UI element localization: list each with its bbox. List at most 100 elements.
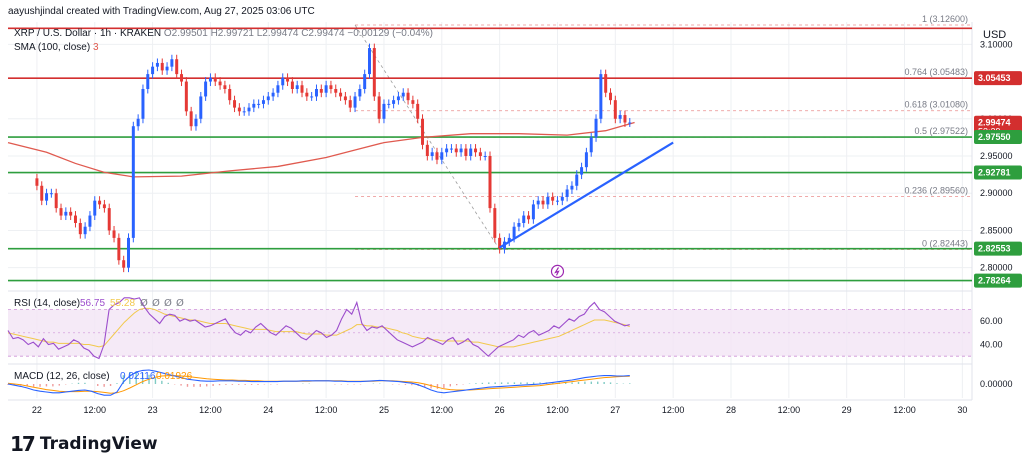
macd-legend-title: MACD (12, 26, close): [14, 371, 110, 382]
candle-body: [474, 148, 478, 153]
candle-body: [252, 103, 256, 108]
fib-retracement[interactable]: 1 (3.12600) 0.764 (3.05483) 0.618 (3.01080…: [354, 14, 972, 250]
candle-body: [35, 178, 39, 186]
candle-body: [155, 62, 159, 67]
time-tick-label: 29: [842, 405, 852, 415]
candle-body: [117, 237, 121, 261]
sma-100-line: [7, 121, 635, 178]
price-tick-label: 2.80000: [980, 263, 1013, 273]
candle-body: [483, 156, 487, 157]
horizontal-levels[interactable]: [8, 27, 972, 282]
candle-body: [194, 118, 198, 127]
candle-body: [281, 77, 285, 86]
candle-body: [199, 96, 203, 119]
candle-body: [536, 200, 540, 205]
trendline[interactable]: [499, 141, 674, 278]
candle-body: [314, 89, 318, 97]
tv-logo-icon: 17: [10, 432, 36, 456]
candle-body: [175, 59, 179, 75]
time-tick-label: 28: [726, 405, 736, 415]
candle-body: [454, 148, 458, 153]
candle-body: [290, 81, 294, 89]
candle-body: [102, 204, 106, 209]
candle-body: [170, 59, 174, 67]
candle-body: [406, 92, 410, 101]
candle-body: [136, 118, 140, 127]
rsi-legend-ma: 55.28: [110, 298, 135, 309]
candle-body: [387, 103, 391, 105]
time-tick-label: 12:00: [431, 405, 454, 415]
candle-body: [310, 96, 314, 98]
price-tag: [974, 165, 1022, 180]
macd-tick-label: 0.00000: [980, 379, 1013, 389]
price-tick-label: 2.90000: [980, 188, 1013, 198]
candle-body: [257, 103, 261, 105]
candle-body: [589, 137, 593, 153]
candle-body: [382, 103, 386, 119]
candle-body: [271, 92, 275, 97]
candle-body: [208, 77, 212, 82]
candle-body: [300, 85, 304, 93]
candle-body: [286, 77, 290, 82]
candle-body: [151, 66, 155, 75]
candle-body: [469, 148, 473, 156]
fib-level-label: 0 (2.82443): [922, 238, 968, 248]
sma-legend[interactable]: SMA (100, close) 3: [14, 42, 99, 53]
candle-body: [401, 92, 405, 97]
lightning-icon: [554, 267, 560, 276]
rsi-legend-value: 56.75: [80, 298, 105, 309]
candle-body: [546, 196, 550, 205]
candle-body: [551, 196, 555, 201]
candle-body: [160, 62, 164, 71]
currency-label[interactable]: USD: [983, 29, 1007, 41]
macd-legend-value: 0.02116: [120, 371, 156, 382]
candle-body: [93, 200, 97, 216]
price-tick-label: 3.10000: [980, 39, 1013, 49]
candle-body: [488, 156, 492, 209]
tradingview-logo[interactable]: 17 TradingView: [10, 432, 158, 456]
candle-body: [45, 193, 49, 201]
fib-level-label: 0.5 (2.97522): [914, 126, 968, 136]
candle-body: [348, 100, 352, 108]
candle-body: [276, 85, 280, 93]
price-tag-label: 2.97550: [978, 132, 1011, 142]
candle-body: [184, 81, 188, 112]
candle-body: [445, 148, 449, 153]
candle-body: [584, 152, 588, 168]
candle-body: [98, 200, 102, 205]
symbol-line[interactable]: XRP / U.S. Dollar · 1h · KRAKEN: [14, 28, 162, 39]
time-tick-label: 25: [379, 405, 389, 415]
time-tick-label: 22: [32, 405, 42, 415]
candle-body: [88, 215, 92, 227]
candle-body: [319, 89, 323, 93]
ohlc-line: O2.99501 H2.99721 L2.99474 C2.99474 −0.0…: [163, 28, 433, 39]
candle-body: [329, 85, 333, 89]
candle-body: [435, 152, 439, 160]
candle-body: [425, 144, 429, 156]
candle-body: [218, 81, 222, 86]
candle-body: [131, 126, 135, 238]
candle-body: [478, 152, 482, 156]
candle-body: [464, 148, 468, 156]
candle-body: [189, 111, 193, 127]
candle-body: [358, 89, 362, 97]
time-tick-label: 24: [263, 405, 273, 415]
candle-body: [228, 89, 232, 101]
price-tag-label: 2.92781: [978, 168, 1011, 178]
macd-line: [7, 369, 630, 396]
candle-body: [570, 185, 574, 190]
time-axis[interactable]: 22 12:00 23 12:00 24 12:00 25 12:00 26 12:00 27 12:…: [32, 405, 967, 415]
candle-body: [107, 208, 111, 231]
price-tag: [974, 130, 1022, 145]
rsi-legend-extra: Ø: [152, 297, 160, 309]
price-tick-label: 2.85000: [980, 225, 1013, 235]
time-tick-label: 12:00: [893, 405, 916, 415]
candle-body: [527, 215, 531, 220]
price-axis[interactable]: 3.100003.000002.950002.900002.850002.800…: [974, 39, 1022, 389]
price-tag-label: 2.82553: [978, 244, 1011, 254]
candle-body: [242, 111, 246, 113]
price-tag: [974, 241, 1022, 256]
candle-body: [512, 226, 516, 238]
candle-body: [507, 237, 511, 242]
